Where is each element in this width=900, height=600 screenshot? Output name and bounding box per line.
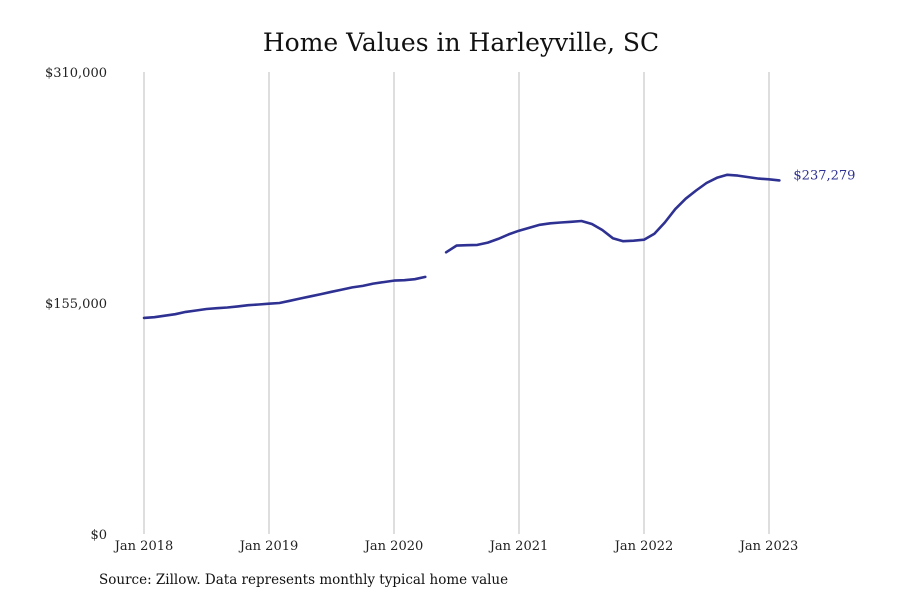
x-tick-label: Jan 2019 (238, 539, 299, 554)
source-note: Source: Zillow. Data represents monthly … (99, 572, 509, 588)
y-tick-label: $155,000 (45, 297, 107, 312)
series-layer (142, 173, 781, 320)
vertical-gridlines (143, 72, 770, 534)
x-axis: Jan 2018 Jan 2019 Jan 2020 Jan 2021 Jan 2022… (113, 539, 799, 554)
x-tick-label: Jan 2021 (488, 539, 549, 554)
y-tick-label: $0 (90, 528, 107, 543)
last-value-label: $237,279 (793, 168, 855, 183)
chart-title: Home Values in Harleyville, SC (263, 28, 659, 57)
x-tick-label: Jan 2020 (363, 539, 424, 554)
x-tick-label: Jan 2022 (613, 539, 674, 554)
y-axis: $0 $155,000 $310,000 (45, 66, 107, 543)
x-tick-label: Jan 2018 (113, 539, 174, 554)
x-tick-label: Jan 2023 (738, 539, 799, 554)
series-line-segment-2 (444, 173, 781, 254)
y-tick-label: $310,000 (45, 66, 107, 81)
series-line-segment-1 (142, 275, 427, 320)
